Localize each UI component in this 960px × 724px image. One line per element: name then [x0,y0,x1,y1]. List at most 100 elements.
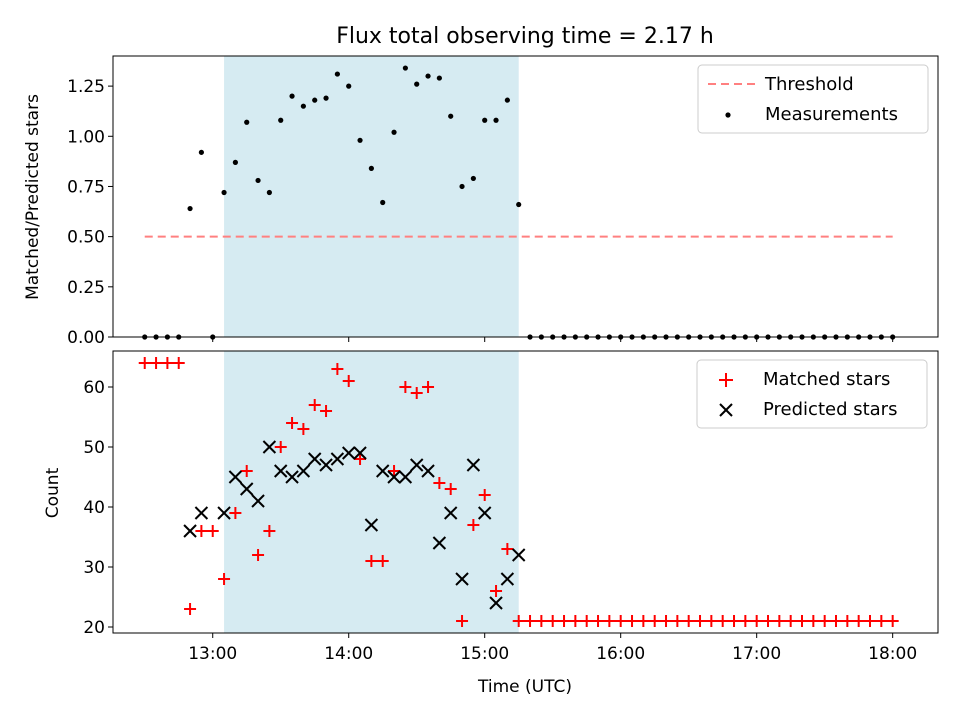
measurement-point [278,117,284,123]
matched-star-point [229,507,242,519]
matched-star-point [648,615,661,627]
matched-star-point [365,555,378,567]
matched-star-point [320,405,333,417]
legend-predicted-swatch [719,403,733,417]
matched-star-point [184,603,197,615]
matched-star-point [807,615,820,627]
measurement-point [198,149,204,155]
top-legend-frame [697,64,929,134]
matched-star-point [138,357,151,369]
matched-star-point [841,615,854,627]
top-y-tick-label: 1.00 [67,127,105,147]
matched-star-point [410,387,423,399]
matched-star-point [286,417,299,429]
top-y-axis-label: Matched/Predicted stars [23,94,43,300]
matched-star-point [864,615,877,627]
matched-star-point [603,615,616,627]
matched-star-point [637,615,650,627]
legend-measurements-swatch [725,112,731,118]
measurement-point [244,119,250,125]
matched-star-point [342,375,355,387]
predicted-star-point [308,452,322,466]
predicted-star-point [466,458,481,472]
predicted-star-point [511,548,526,562]
measurement-point [436,75,442,81]
matched-star-point [750,615,763,627]
measurement-point [346,83,352,89]
predicted-star-point [194,506,209,520]
measurement-point [516,201,522,208]
matched-star-point [490,585,503,597]
matched-star-point [796,615,809,627]
matched-star-point [218,573,231,585]
measurement-point [255,177,261,184]
measurement-point [289,93,295,99]
matched-star-point [512,615,525,627]
matched-star-point [773,615,786,627]
measurement-point [380,199,386,206]
legend-measurements-label: Measurements [765,104,898,125]
predicted-star-point [432,536,447,550]
predicted-star-point [342,446,356,460]
measurement-point [300,103,306,109]
bottom-axes-frame [112,350,939,634]
measurement-point [312,97,318,103]
top-y-axis: 0.00 0.25 0.50 0.75 1.00 1.25 [67,77,113,348]
legend-predicted-label: Predicted stars [763,399,897,420]
measurement-point [221,189,227,196]
top-y-tick-label: 0.75 [67,177,105,197]
measurement-point [334,71,340,77]
predicted-star-point [489,596,503,610]
matched-star-point [705,615,718,627]
bottom-y-tick-label: 20 [83,618,105,638]
measurement-point [266,189,272,196]
matched-star-point [308,399,321,411]
predicted-star-point [500,572,515,586]
predicted-star-point [319,458,333,472]
matched-star-point [818,615,831,627]
matched-star-point [524,615,537,627]
bottom-y-tick-label: 60 [83,378,105,398]
matched-star-point [478,489,491,501]
x-tick-label: 14:00 [324,644,373,664]
top-y-tick-label: 1.25 [67,77,105,97]
x-tick-label: 18:00 [868,644,917,664]
measurement-point [323,95,329,101]
predicted-star-point [353,446,367,460]
bottom-highlight-span [224,351,519,633]
predicted-star-point [387,470,401,484]
x-tick-label: 13:00 [188,644,237,664]
predicted-star-point [376,464,390,478]
measurement-point [425,73,431,79]
bottom-panel: 20 30 40 50 60 13:00 14:00 15:00 16:00 17:00 18:0… [43,350,939,697]
predicted-star-point [330,452,345,466]
measurement-point [232,159,238,165]
matched-star-point [852,615,865,627]
matched-star-point [694,615,707,627]
x-tick-label: 15:00 [460,644,509,664]
predicted-star-point [217,506,231,520]
matched-star-point [331,363,344,375]
x-tick-label: 17:00 [732,644,781,664]
matched-star-point [580,615,593,627]
matched-star-point [399,381,412,393]
bottom-y-tick-label: 40 [83,498,105,518]
predicted-star-point [274,464,288,478]
top-legend: Threshold Measurements [697,64,929,134]
matched-star-point [660,615,673,627]
measurement-point [470,175,476,182]
predicted-star-point [183,524,197,538]
matched-star-point [535,615,548,627]
matched-star-point [150,357,163,369]
predicted-star-point [262,440,277,454]
matched-star-point [297,423,310,435]
matched-star-point [274,441,287,453]
matched-star-point [762,615,775,627]
matched-star-point [172,357,185,369]
matched-star-point [263,525,276,537]
matched-star-point [614,615,627,627]
bottom-y-tick-label: 50 [83,438,105,458]
matched-star-point [716,615,729,627]
matched-star-point [252,549,265,561]
